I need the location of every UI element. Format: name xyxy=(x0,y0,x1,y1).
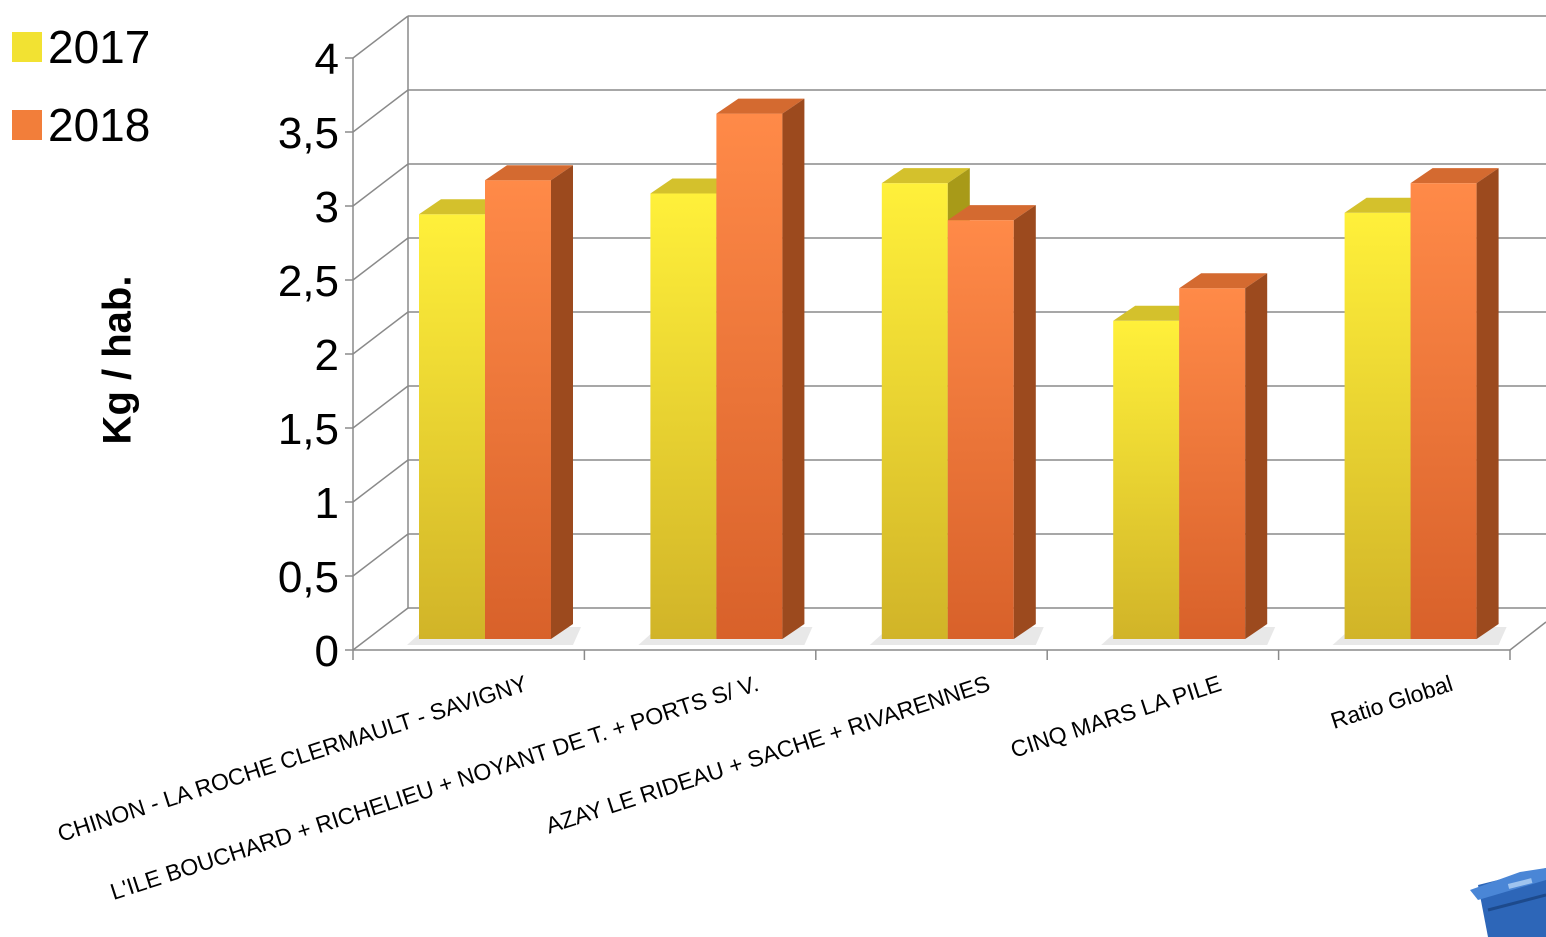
bars xyxy=(407,98,1507,645)
legend-item-2017: 2017 xyxy=(12,8,150,86)
legend-label-2018: 2018 xyxy=(48,99,151,151)
y-tick-label: 3,5 xyxy=(278,109,339,158)
y-tick-label: 1 xyxy=(315,479,339,528)
legend-swatch-2017 xyxy=(12,32,42,62)
bar-top xyxy=(485,165,573,181)
bar-front xyxy=(1113,320,1180,639)
bar-2018-2 xyxy=(947,205,1036,639)
bar-side xyxy=(782,98,805,640)
gridline-diagonal xyxy=(352,385,409,429)
legend-swatch-2018 xyxy=(12,110,42,140)
bar-2018-0 xyxy=(485,165,573,639)
legend-item-2018: 2018 xyxy=(12,86,150,164)
bar-top xyxy=(716,98,805,114)
gridline-diagonal xyxy=(352,237,409,281)
bar-2018-4 xyxy=(1410,168,1499,639)
legend: 2017 2018 xyxy=(12,8,150,164)
bar-front xyxy=(947,220,1014,639)
gridline-diagonal xyxy=(352,607,409,651)
bar-side xyxy=(1245,273,1268,639)
y-tick-label: 1,5 xyxy=(278,405,339,454)
gridline-diagonal xyxy=(352,459,409,503)
y-tick-label: 2,5 xyxy=(278,257,339,306)
y-axis: 0 0,5 1 1,5 2 2,5 3 3,5 4 xyxy=(278,35,1546,676)
bar-top xyxy=(947,205,1036,221)
bar-front xyxy=(419,214,485,640)
bar-front xyxy=(650,193,717,639)
y-tick-label: 0,5 xyxy=(278,553,339,602)
bar-top xyxy=(1410,168,1499,184)
bar-front xyxy=(881,183,948,639)
y-tick-label: 0 xyxy=(315,627,339,676)
floor-edge xyxy=(1509,621,1546,651)
bar-front xyxy=(716,113,783,640)
bar-front xyxy=(1410,183,1477,639)
y-tick-label: 2 xyxy=(315,331,339,380)
bar-top xyxy=(1179,273,1268,289)
bar-front xyxy=(485,180,551,639)
x-axis-labels: CHINON - LA ROCHE CLERMAULT - SAVIGNYL'I… xyxy=(54,670,1456,905)
bar-2018-1 xyxy=(716,98,805,640)
bar-front xyxy=(1344,212,1411,639)
gridline-diagonal xyxy=(352,89,409,133)
gridline-diagonal xyxy=(352,311,409,355)
bar-side xyxy=(1476,168,1499,639)
bar-side xyxy=(1013,205,1036,639)
y-tick-label: 4 xyxy=(315,35,339,84)
recycling-bin-icon xyxy=(1470,868,1546,937)
x-category-label: CINQ MARS LA PILE xyxy=(1007,670,1224,763)
y-tick-label: 3 xyxy=(315,183,339,232)
bar-side xyxy=(551,165,573,639)
x-category-label: AZAY LE RIDEAU + SACHE + RIVARENNES xyxy=(543,670,994,839)
legend-label-2017: 2017 xyxy=(48,21,151,73)
x-category-label: Ratio Global xyxy=(1327,670,1455,734)
bar-top xyxy=(881,168,970,184)
bar-front xyxy=(1179,288,1246,639)
gridline-diagonal xyxy=(352,15,409,59)
y-axis-title: Kg / hab. xyxy=(95,275,140,445)
gridline-diagonal xyxy=(352,163,409,207)
gridline-diagonal xyxy=(352,533,409,577)
bar-2018-3 xyxy=(1179,273,1268,639)
